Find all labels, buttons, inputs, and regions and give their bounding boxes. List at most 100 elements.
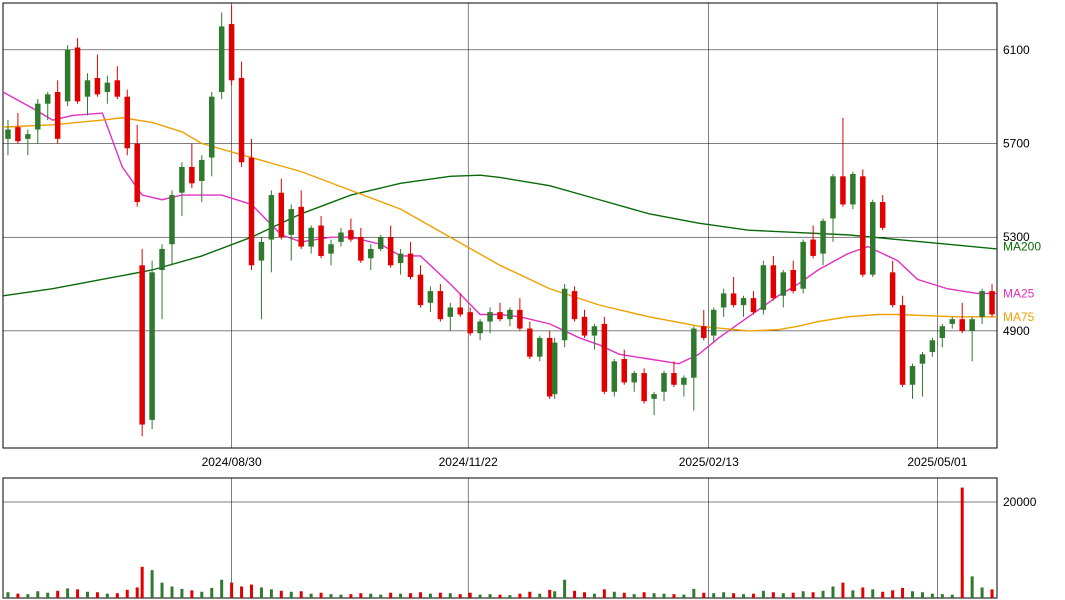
volume-bar [230,583,233,598]
candle-body [378,237,384,249]
volume-bar [479,595,482,598]
volume-bar [469,593,472,598]
candle-body [477,322,483,334]
candle-body [860,176,866,274]
candle-body [328,244,334,253]
volume-bar [359,593,362,598]
candle-body [830,176,836,218]
candle-body [169,195,175,244]
volume-bar [812,592,815,598]
candle-body [408,254,414,277]
candle-body [15,127,21,141]
volume-bar [389,593,392,598]
candle-body [979,291,985,317]
candle-body [790,270,796,291]
volume-bar [633,594,636,598]
candle-body [249,158,255,266]
candle-body [398,254,404,263]
x-tick-label: 2024/11/22 [439,455,498,469]
volume-bar [538,594,541,598]
volume-bar [190,590,193,598]
candle-body [900,305,906,385]
volume-bar [170,586,173,598]
volume-bar [941,594,944,598]
candle-body [711,310,717,336]
candle-body [622,359,628,382]
candle-body [125,97,131,149]
volume-bar [528,592,531,598]
volume-bar [702,593,705,598]
candle-body [920,354,926,363]
volume-bar [499,595,502,598]
volume-bar [921,592,924,598]
volume-bar [762,591,765,598]
candle-body [612,361,618,391]
volume-bar [911,591,914,598]
candle-body [259,242,265,261]
candle-body [318,226,324,256]
volume-bar [901,588,904,598]
candle-body [751,298,757,312]
candle-body [880,202,886,228]
volume-bar [96,592,99,598]
candle-body [537,338,543,357]
volume-bar [583,592,586,598]
candle-body [761,265,767,310]
candle-body [368,249,374,258]
candle-body [959,319,965,331]
volume-bar [270,589,273,598]
candle-body [199,160,205,181]
volume-bar [861,587,864,598]
candle-body [428,291,434,303]
x-tick-label: 2025/05/01 [907,455,967,469]
candle-body [438,291,444,319]
volume-bar [991,589,994,598]
candle-body [572,291,578,319]
candle-body [497,312,503,319]
candle-body [487,312,493,321]
volume-bar [250,585,253,598]
price-ytick-label: 5700 [1003,137,1030,151]
candle-body [771,265,777,298]
volume-bar [489,594,492,598]
volume-bar [106,594,109,598]
candle-body [239,78,245,162]
candle-body [418,275,424,305]
volume-bar [752,594,755,598]
candle-body [840,176,846,204]
volume-bar [46,593,49,598]
candle-body [25,134,31,139]
candle-body [5,129,10,138]
volume-bar [240,586,243,598]
volume-bar [399,594,402,598]
candle-body [820,221,826,254]
volume-bar [881,592,884,598]
candle-body [269,195,275,240]
volume-bar [379,595,382,598]
candle-body [219,26,225,92]
volume-bar [822,591,825,598]
volume-bar [116,593,119,598]
candle-body [781,272,787,295]
candle-body [691,329,697,378]
volume-bar [692,589,695,598]
volume-bar [871,589,874,598]
volume-bar [66,588,69,598]
volume-bar [409,593,412,598]
volume-bar [56,591,59,598]
volume-bar [508,595,511,598]
volume-bar [36,591,39,598]
candle-body [631,373,637,382]
volume-bar [672,594,675,598]
volume-bar [623,593,626,598]
volume-bar [151,570,154,598]
volume-bar [518,594,521,598]
candle-body [517,310,523,329]
chart-svg: 49005300570061002024/08/302024/11/222025… [0,0,1065,600]
candle-body [457,307,463,314]
candle-body [547,338,553,397]
candle-body [701,326,707,338]
ma-label-ma25: MA25 [1003,286,1035,300]
candle-body [55,92,61,139]
candle-body [229,24,235,80]
